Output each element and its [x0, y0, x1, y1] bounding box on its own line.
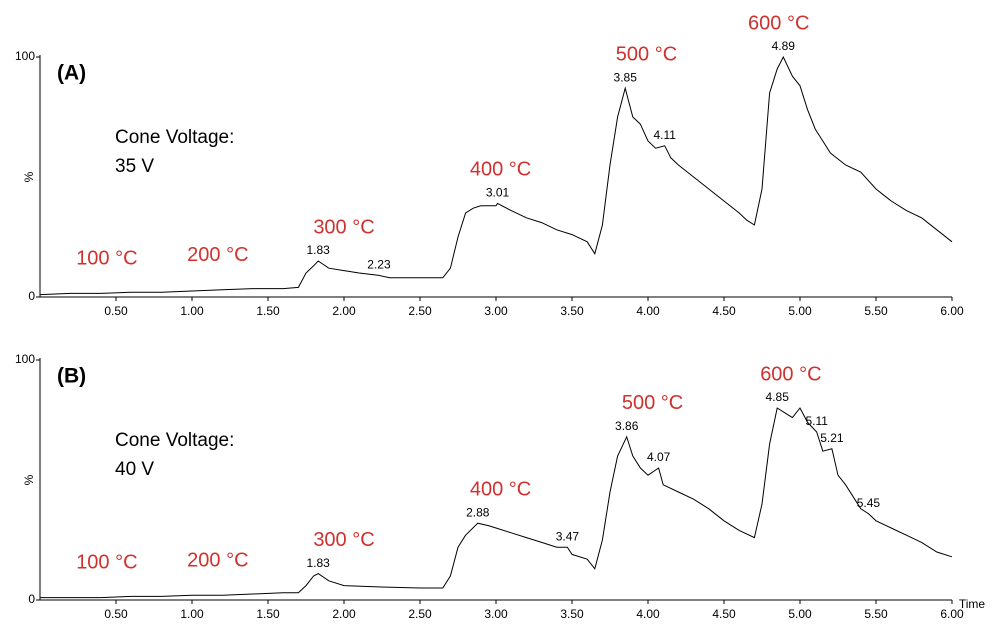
peak-label: 5.45 — [857, 496, 881, 510]
peak-label: 5.11 — [805, 414, 828, 428]
note: 35 V — [115, 156, 154, 177]
x-tick-label: 3.50 — [560, 607, 584, 621]
temperature-label: 300 °C — [313, 216, 374, 238]
x-tick-label: 0.50 — [104, 607, 128, 621]
temperature-label: 100 °C — [76, 247, 137, 269]
x-tick-label: 5.00 — [788, 607, 812, 621]
peak-label: 4.89 — [772, 39, 796, 53]
note: Cone Voltage: — [115, 127, 234, 148]
temperature-label: 200 °C — [187, 244, 248, 266]
y-axis-label: % — [22, 171, 36, 182]
peak-label: 4.85 — [766, 390, 790, 404]
peak-label: 5.21 — [820, 431, 844, 445]
note: Cone Voltage: — [115, 430, 234, 451]
y-tick-label: 0 — [28, 289, 35, 303]
panel-label: (B) — [57, 365, 86, 388]
x-tick-label: 3.50 — [560, 304, 584, 318]
y-tick-label: 0 — [28, 592, 35, 606]
x-tick-label: 4.50 — [712, 304, 736, 318]
x-tick-label: 1.00 — [180, 304, 204, 318]
peak-label: 3.86 — [615, 419, 639, 433]
y-tick-label: 100 — [15, 49, 35, 63]
x-tick-label: 1.50 — [256, 607, 280, 621]
temperature-label: 200 °C — [187, 549, 248, 571]
peak-label: 1.83 — [306, 556, 330, 570]
x-tick-label: 1.00 — [180, 607, 204, 621]
x-tick-label: 2.00 — [332, 304, 356, 318]
x-tick-label: 5.50 — [864, 607, 888, 621]
temperature-label: 400 °C — [470, 159, 531, 181]
x-tick-label: 6.00 — [940, 304, 964, 318]
note: 40 V — [115, 459, 154, 480]
x-tick-label: 3.00 — [484, 304, 508, 318]
peak-label: 3.85 — [614, 70, 638, 84]
trace — [40, 407, 953, 599]
temperature-label: 600 °C — [760, 363, 821, 385]
peak-label: 3.47 — [556, 529, 580, 543]
x-tick-label: 2.50 — [408, 304, 432, 318]
temperature-label: 500 °C — [616, 43, 677, 65]
y-axis-label: % — [22, 474, 36, 485]
x-tick-label: 2.00 — [332, 607, 356, 621]
x-tick-label: 5.50 — [864, 304, 888, 318]
peak-label: 4.11 — [653, 128, 676, 142]
temperature-label: 100 °C — [76, 552, 137, 574]
peak-label: 1.83 — [306, 243, 330, 257]
temperature-label: 500 °C — [622, 392, 683, 414]
peak-label: 2.88 — [466, 505, 490, 519]
x-tick-label: 2.50 — [408, 607, 432, 621]
temperature-label: 300 °C — [313, 529, 374, 551]
x-tick-label: 4.50 — [712, 607, 736, 621]
panel-label: (A) — [57, 62, 86, 85]
temperature-label: 600 °C — [748, 12, 809, 34]
x-axis-label: Time — [959, 597, 986, 611]
x-tick-label: 4.00 — [636, 304, 660, 318]
x-tick-label: 1.50 — [256, 304, 280, 318]
y-tick-label: 100 — [15, 352, 35, 366]
trace — [39, 55, 953, 296]
x-tick-label: 5.00 — [788, 304, 812, 318]
temperature-label: 400 °C — [470, 478, 531, 500]
x-tick-label: 3.00 — [484, 607, 508, 621]
peak-label: 2.23 — [367, 258, 391, 272]
x-tick-label: 4.00 — [636, 607, 660, 621]
peak-label: 4.07 — [647, 450, 671, 464]
x-tick-label: 0.50 — [104, 304, 128, 318]
x-tick-label: 6.00 — [940, 607, 964, 621]
peak-label: 3.01 — [486, 186, 510, 200]
